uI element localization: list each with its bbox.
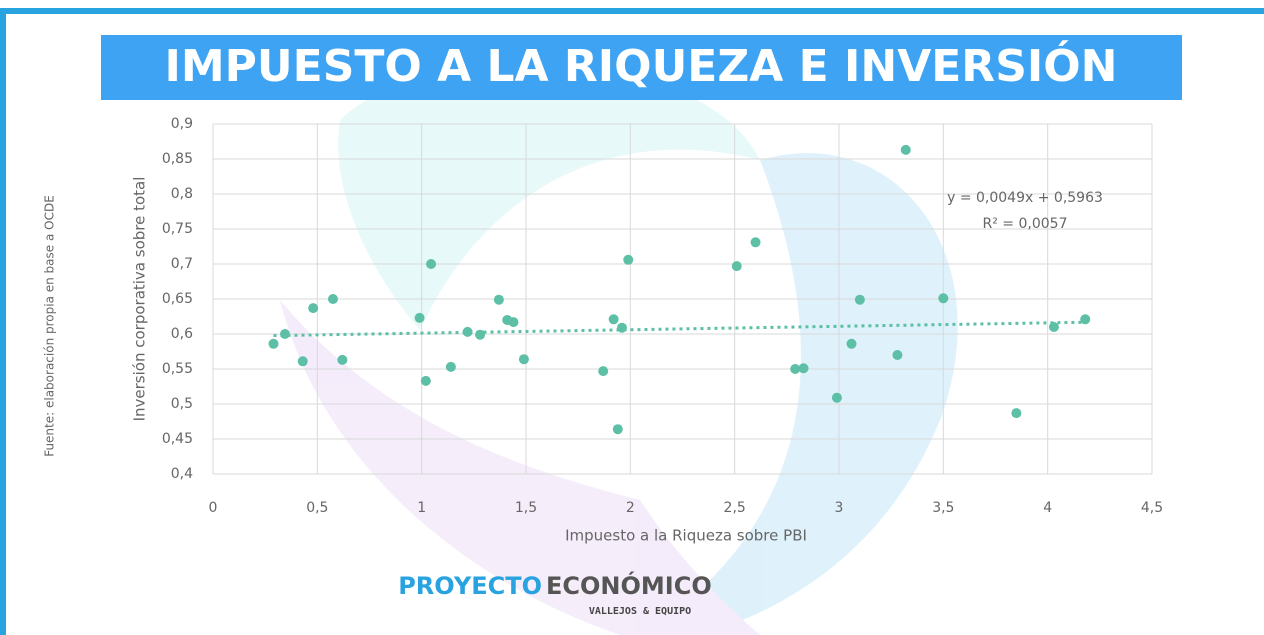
trendline-equation: y = 0,0049x + 0,5963 [947, 190, 1103, 206]
x-tick-label: 3 [835, 500, 844, 516]
data-point [832, 393, 842, 403]
data-point [938, 293, 948, 303]
y-tick-label: 0,6 [171, 326, 193, 342]
data-point [799, 363, 809, 373]
x-tick-label: 0 [209, 500, 218, 516]
x-tick-label: 2 [626, 500, 635, 516]
y-tick-label: 0,55 [162, 361, 193, 377]
y-tick-label: 0,5 [171, 396, 193, 412]
data-point [508, 317, 518, 327]
data-point [463, 327, 473, 337]
data-point [328, 294, 338, 304]
chart-title: IMPUESTO A LA RIQUEZA E INVERSIÓN [165, 39, 1118, 92]
data-point [623, 255, 633, 265]
data-point [732, 261, 742, 271]
data-point [847, 339, 857, 349]
y-tick-label: 0,75 [162, 221, 193, 237]
data-point [426, 259, 436, 269]
data-point [494, 295, 504, 305]
data-point [298, 356, 308, 366]
y-tick-label: 0,65 [162, 291, 193, 307]
data-point [337, 355, 347, 365]
brand-first: PROYECTO [398, 572, 542, 600]
x-axis-label: Impuesto a la Riqueza sobre PBI [565, 527, 807, 545]
data-point [280, 329, 290, 339]
brand-tagline: VALLEJOS & EQUIPO [589, 606, 691, 617]
x-tick-label: 1 [417, 500, 426, 516]
y-tick-label: 0,8 [171, 186, 193, 202]
data-point [613, 424, 623, 434]
x-tick-label: 2,5 [724, 500, 746, 516]
x-tick-label: 0,5 [306, 500, 328, 516]
x-tick-label: 4 [1043, 500, 1052, 516]
data-point [901, 145, 911, 155]
data-point [617, 323, 627, 333]
data-point [308, 303, 318, 313]
watermark [280, 64, 958, 635]
data-point [855, 295, 865, 305]
data-point [269, 339, 279, 349]
brand-second: ECONÓMICO [546, 570, 712, 600]
data-point [892, 350, 902, 360]
y-tick-label: 0,45 [162, 431, 193, 447]
data-point [751, 237, 761, 247]
y-tick-label: 0,9 [171, 116, 193, 132]
data-point [1011, 408, 1021, 418]
y-tick-label: 0,4 [171, 466, 193, 482]
x-tick-label: 4,5 [1141, 500, 1163, 516]
data-point [415, 313, 425, 323]
chart: IMPUESTO A LA RIQUEZA E INVERSIÓN Impues… [0, 0, 1264, 635]
data-point [598, 366, 608, 376]
data-point [446, 362, 456, 372]
y-tick-label: 0,7 [171, 256, 193, 272]
data-point [519, 354, 529, 364]
x-tick-label: 3,5 [932, 500, 954, 516]
y-axis-label: Inversión corporativa sobre total [131, 177, 149, 422]
source-note: Fuente: elaboración propia en base a OCD… [43, 195, 57, 457]
data-point [475, 330, 485, 340]
data-point [1080, 314, 1090, 324]
trendline-r-squared: R² = 0,0057 [983, 216, 1068, 232]
data-point [609, 314, 619, 324]
data-point [421, 376, 431, 386]
x-tick-label: 1,5 [515, 500, 537, 516]
data-point [1049, 322, 1059, 332]
y-tick-label: 0,85 [162, 151, 193, 167]
